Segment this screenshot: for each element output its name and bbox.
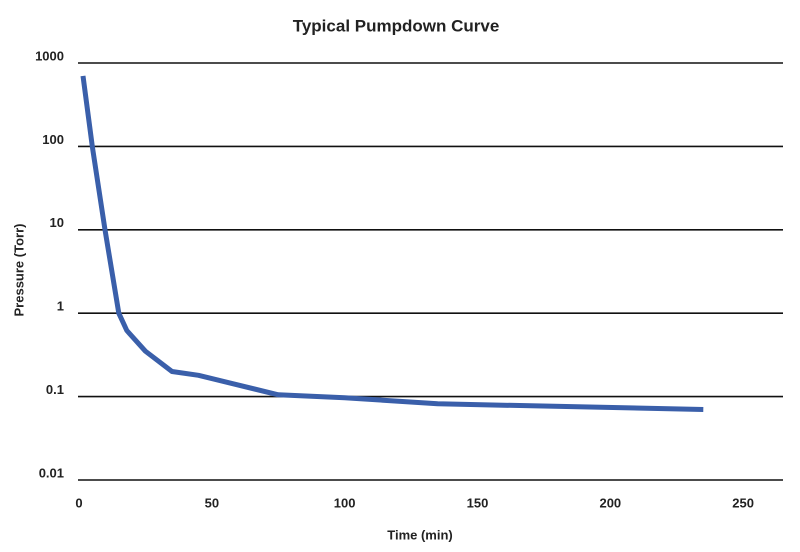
y-tick-label: 0.01 — [39, 465, 64, 480]
y-tick-label: 1000 — [35, 48, 64, 63]
x-tick-label: 250 — [732, 495, 754, 510]
y-tick-label: 10 — [50, 215, 64, 230]
data-line — [80, 75, 704, 412]
y-tick-label: 100 — [42, 132, 64, 147]
y-axis-label: Pressure (Torr) — [11, 224, 26, 317]
x-tick-label: 200 — [599, 495, 621, 510]
x-tick-label: 100 — [334, 495, 356, 510]
x-tick-label: 150 — [467, 495, 489, 510]
x-axis-label: Time (min) — [387, 527, 453, 542]
x-tick-label: 0 — [75, 495, 82, 510]
chart-title: Typical Pumpdown Curve — [293, 16, 500, 35]
y-tick-label: 1 — [57, 299, 64, 314]
y-tick-label: 0.1 — [46, 382, 64, 397]
x-tick-label: 50 — [205, 495, 219, 510]
